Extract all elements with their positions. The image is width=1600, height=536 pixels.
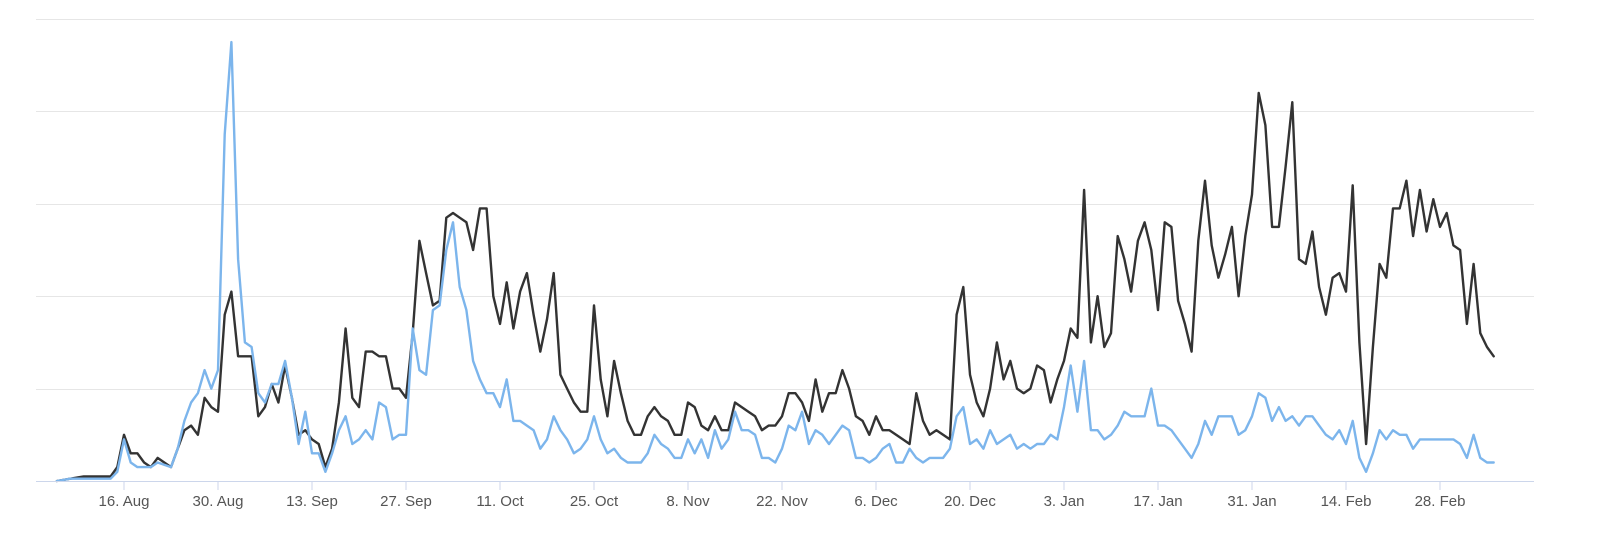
x-tick-label-1: 30. Aug xyxy=(193,493,244,510)
x-tick-label-9: 20. Dec xyxy=(944,493,996,510)
series-line-2 xyxy=(55,40,1495,483)
x-tick-label-5: 25. Oct xyxy=(570,493,619,510)
x-tick-label-0: 16. Aug xyxy=(99,493,150,510)
x-tick-label-11: 17. Jan xyxy=(1133,493,1182,510)
x-tick-label-13: 14. Feb xyxy=(1321,493,1372,510)
x-tick-label-8: 6. Dec xyxy=(854,493,898,510)
x-tick-label-7: 22. Nov xyxy=(756,493,808,510)
series-layer xyxy=(55,40,1495,483)
grid-layer xyxy=(36,19,1534,390)
x-tick-label-3: 27. Sep xyxy=(380,493,432,510)
x-tick-label-10: 3. Jan xyxy=(1044,493,1085,510)
x-tick-label-6: 8. Nov xyxy=(666,493,710,510)
x-tick-label-14: 28. Feb xyxy=(1415,493,1466,510)
x-tick-label-4: 11. Oct xyxy=(476,493,524,510)
x-axis: 16. Aug 30. Aug 13. Sep 27. Sep 11. Oct 25. O… xyxy=(36,481,1534,510)
series-line-1 xyxy=(55,91,1495,483)
x-tick-label-12: 31. Jan xyxy=(1227,493,1276,510)
x-tick-label-2: 13. Sep xyxy=(286,493,338,510)
